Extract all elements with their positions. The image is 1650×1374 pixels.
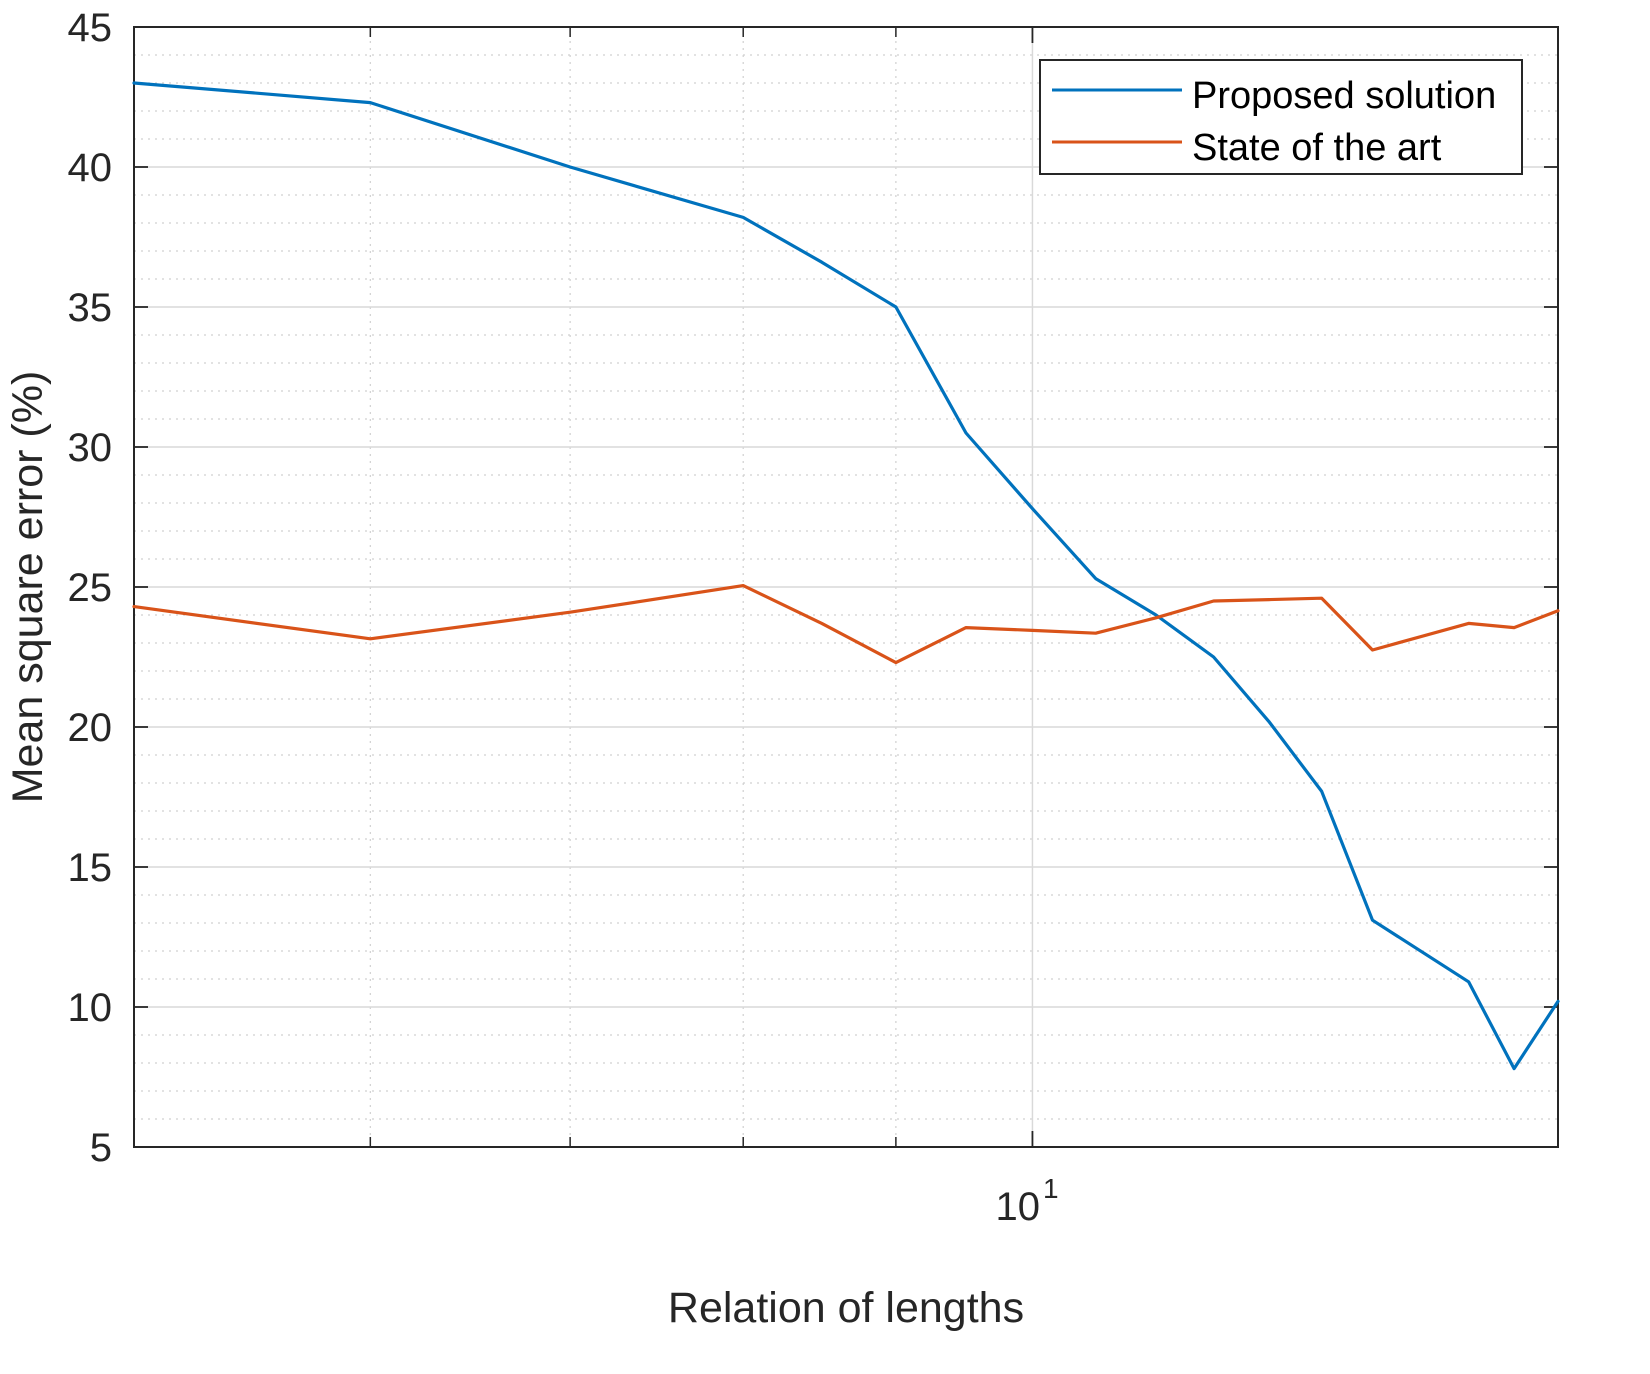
legend-label-proposed: Proposed solution xyxy=(1192,75,1496,117)
axis-ticks xyxy=(134,26,1558,1148)
x-axis-title: Relation of lengths xyxy=(668,1284,1024,1332)
y-axis-title: Mean square error (%) xyxy=(4,371,52,804)
y-tick-label: 35 xyxy=(68,286,113,330)
legend-label-state-of-art: State of the art xyxy=(1192,127,1442,169)
y-tick-label: 25 xyxy=(68,566,113,610)
y-tick-label: 30 xyxy=(68,426,113,470)
y-tick-label: 45 xyxy=(68,6,113,50)
major-grid xyxy=(134,27,1558,1147)
y-tick-label: 40 xyxy=(68,146,113,190)
x-tick-label-10: 10 xyxy=(996,1185,1041,1229)
x-tick-label-exponent: 1 xyxy=(1043,1173,1059,1204)
series-line-proposed-solution xyxy=(132,81,1560,1071)
y-tick-label: 10 xyxy=(68,986,113,1030)
y-tick-label: 5 xyxy=(90,1126,112,1170)
y-tick-label: 15 xyxy=(68,846,113,890)
series-line-state-of-the-art xyxy=(132,583,1560,665)
series-layer xyxy=(132,81,1560,1071)
legend-box xyxy=(1039,59,1523,175)
legend[interactable]: Proposed solution State of the art xyxy=(1039,59,1523,175)
y-tick-label: 20 xyxy=(68,706,113,750)
y-tick-labels: 5 10 15 20 25 30 35 40 45 xyxy=(68,6,113,1170)
